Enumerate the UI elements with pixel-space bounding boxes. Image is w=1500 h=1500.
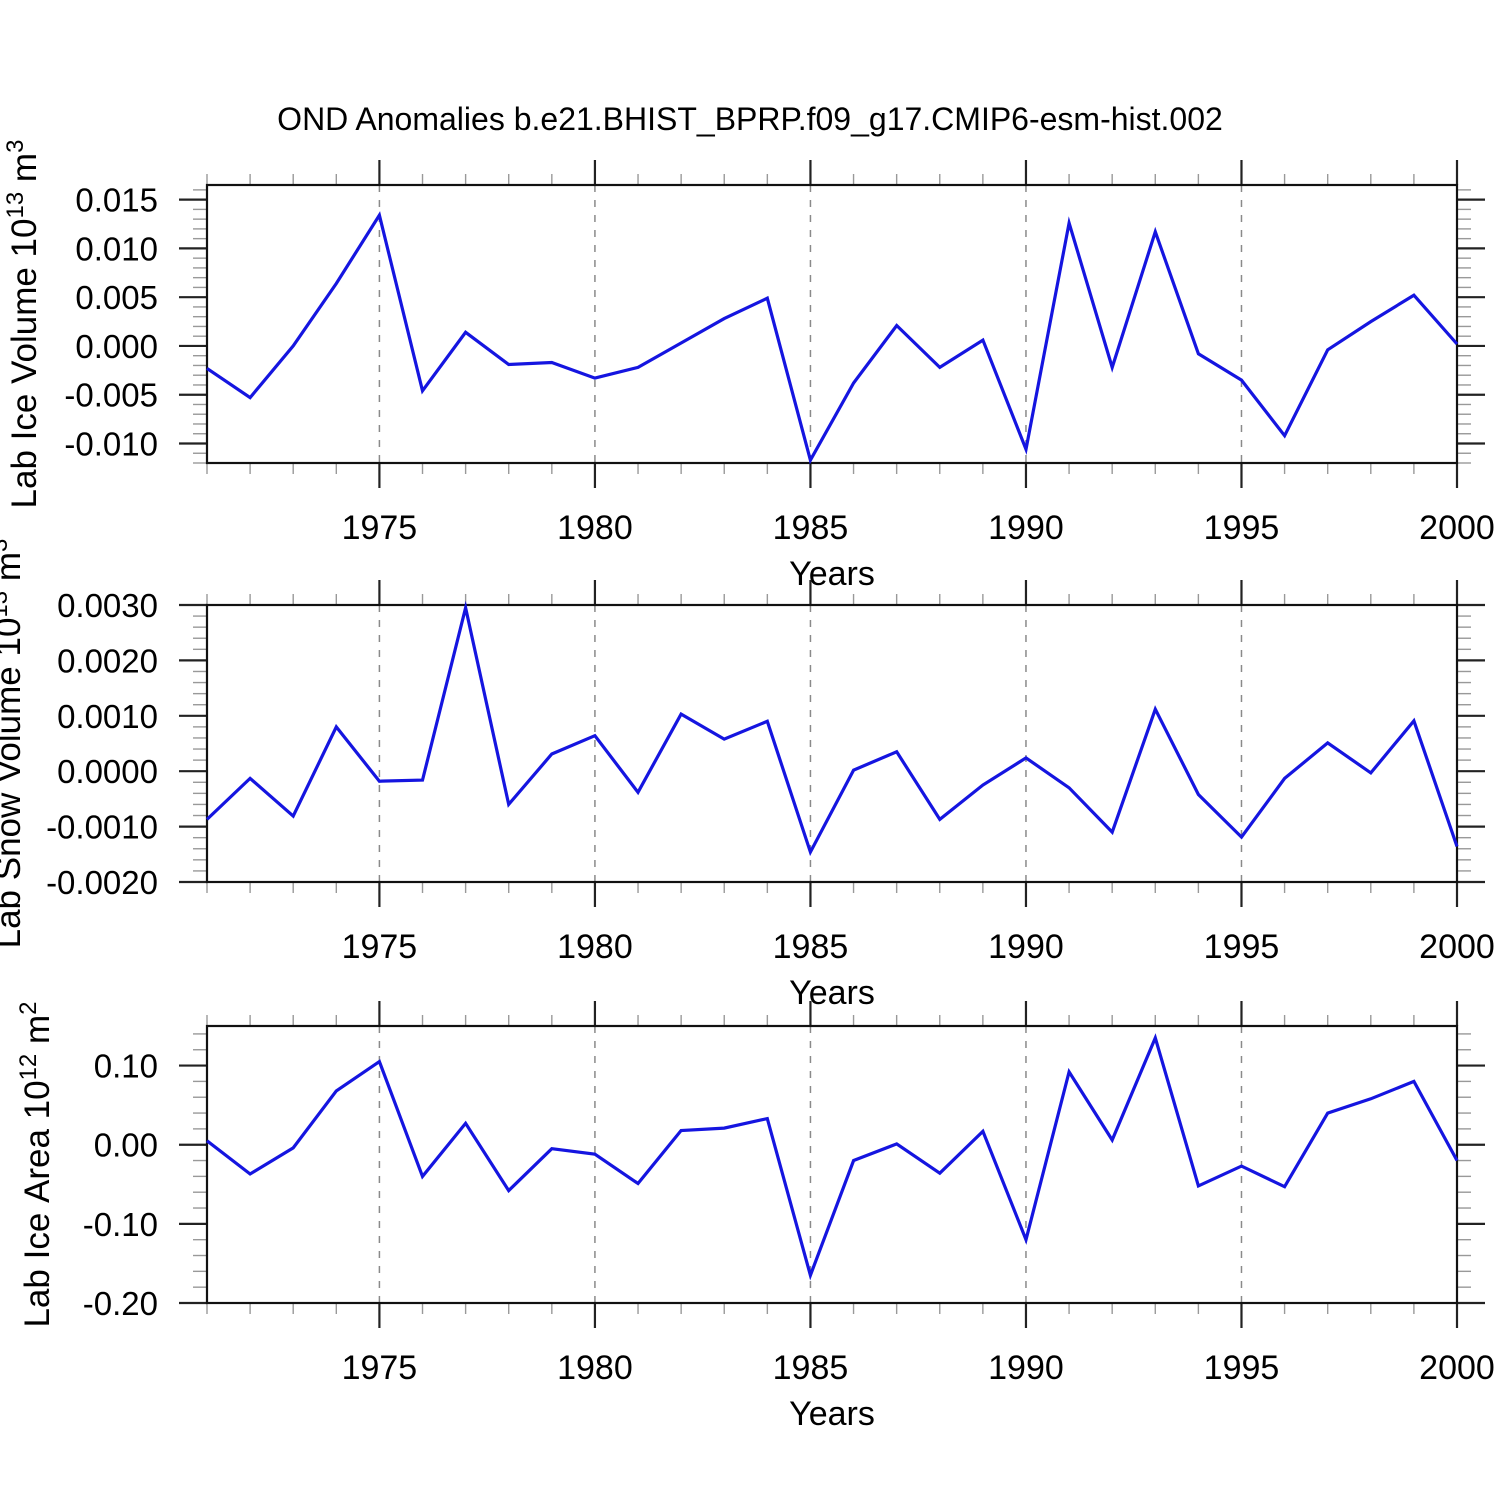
x-tick-label: 1985	[773, 928, 849, 966]
y-tick-label: 0.0010	[57, 698, 158, 735]
plot-frame	[205, 603, 1459, 884]
x-tick-label: 1975	[342, 928, 418, 966]
x-axis-title: Years	[789, 555, 875, 593]
y-axis-title: Lab Ice Area 1012 m2	[15, 1001, 57, 1327]
x-tick-label: 1995	[1204, 509, 1280, 547]
data-line	[206, 1033, 1459, 1281]
y-axis-title: Lab Ice Volume 1013 m3	[2, 140, 44, 509]
y-axis-title: Lab Snow Volume 1013 m3	[0, 539, 28, 949]
plot-frame	[205, 1024, 1459, 1305]
plot-frame	[205, 183, 1459, 465]
x-tick-label: 1990	[988, 1349, 1064, 1387]
data-line	[205, 600, 1459, 857]
x-tick-label: 1980	[557, 509, 633, 547]
y-tick-label: 0.005	[75, 279, 158, 316]
y-tick-label: -0.010	[64, 425, 158, 462]
x-tick-label: 1990	[988, 509, 1064, 547]
y-tick-label: 0.010	[75, 230, 158, 267]
y-tick-label: -0.005	[64, 377, 158, 414]
x-tick-label: 1980	[557, 1349, 633, 1387]
panel-3: 0.10 0.00 -0.10 -0.20 1975 1980 1985 1990 1995 20…	[15, 1001, 1495, 1433]
x-axis-title: Years	[789, 974, 875, 1012]
y-tick-label: 0.00	[94, 1127, 158, 1164]
panel-2: 0.0030 0.0020 0.0010 0.0000 -0.0010 -0.0020 19…	[0, 539, 1495, 1012]
x-tick-label: 1995	[1204, 1349, 1280, 1387]
y-tick-label: 0.0030	[57, 587, 158, 624]
x-tick-label: 2000	[1419, 1349, 1495, 1387]
x-axis-title: Years	[789, 1395, 875, 1433]
panel-1: 0.015 0.010 0.005 0.000 -0.005 -0.010 1975 1980…	[2, 140, 1495, 593]
x-tick-label: 1985	[773, 509, 849, 547]
y-tick-label: 0.10	[94, 1048, 158, 1085]
x-tick-label: 1980	[557, 928, 633, 966]
figure-title: OND Anomalies b.e21.BHIST_BPRP.f09_g17.C…	[277, 101, 1223, 137]
x-tick-label: 2000	[1419, 509, 1495, 547]
y-tick-label: -0.10	[83, 1206, 158, 1243]
y-tick-label: -0.0010	[46, 809, 158, 846]
x-tick-label: 1975	[342, 1349, 418, 1387]
x-tick-label: 2000	[1419, 928, 1495, 966]
y-tick-label: -0.0020	[46, 864, 158, 901]
x-tick-label: 1975	[342, 509, 418, 547]
x-tick-label: 1990	[988, 928, 1064, 966]
x-tick-label: 1985	[773, 1349, 849, 1387]
y-tick-label: -0.20	[83, 1285, 158, 1322]
y-tick-label: 0.0000	[57, 753, 158, 790]
data-line	[206, 211, 1459, 465]
y-tick-label: 0.0020	[57, 642, 158, 679]
x-tick-label: 1995	[1204, 928, 1280, 966]
y-tick-label: 0.000	[75, 328, 158, 365]
y-tick-label: 0.015	[75, 182, 158, 219]
